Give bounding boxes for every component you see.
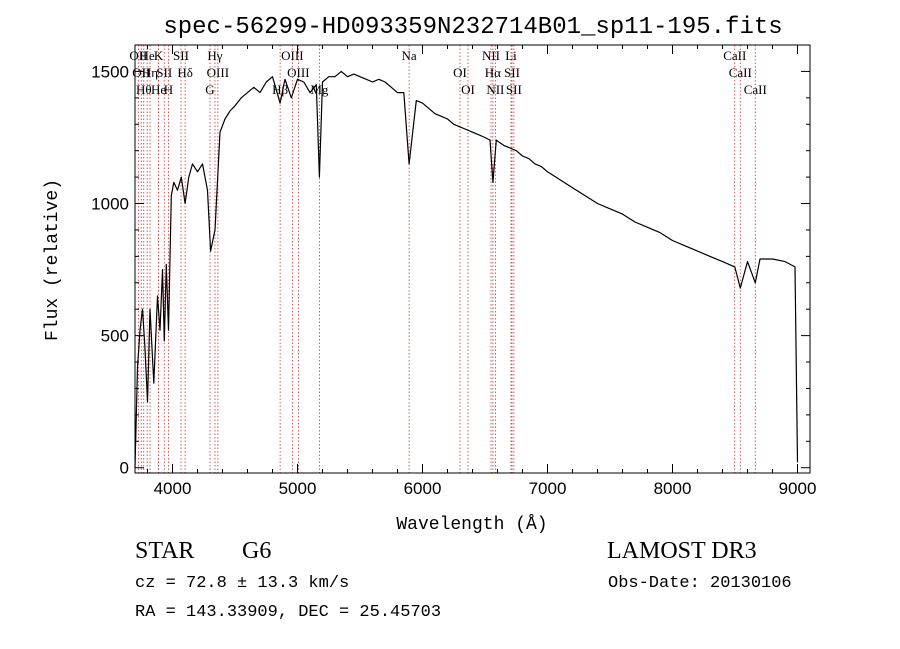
line-label: Li (505, 48, 517, 63)
obs-date: Obs-Date: 20130106 (608, 574, 792, 593)
x-axis-label: Wavelength (Å) (396, 514, 547, 535)
x-tick-label: 5000 (279, 479, 317, 498)
line-label: He (151, 82, 166, 97)
line-label: Hα (485, 65, 501, 80)
coordinates: RA = 143.33909, DEC = 25.45703 (135, 603, 442, 622)
spectrum-line (134, 70, 799, 468)
line-label: Hδ (177, 65, 193, 80)
line-label: OIII (287, 65, 309, 80)
line-label: CaII (729, 65, 752, 80)
line-label: CaII (723, 48, 746, 63)
line-label: OI (461, 82, 475, 97)
plot-frame (134, 44, 811, 474)
line-label: SII (506, 82, 522, 97)
line-label: K (154, 48, 164, 63)
redshift-readout: cz = 72.8 ± 13.3 km/s (135, 574, 350, 593)
x-tick-label: 6000 (404, 479, 442, 498)
y-tick-label: 500 (101, 327, 129, 346)
line-label: Na (402, 48, 417, 63)
subclass: G6 (242, 538, 272, 564)
y-tick-label: 1000 (91, 195, 129, 214)
x-tick-label: 4000 (154, 479, 192, 498)
line-label: SII (156, 65, 172, 80)
line-label: He (140, 48, 155, 63)
line-label: OIII (207, 65, 229, 80)
axis-ticks: 4000 5000 6000 7000 8000 9000 0 500 1000 1500 (91, 45, 816, 498)
series-layer (134, 70, 799, 468)
line-labels: OIIOIIHθHeHηHeKSIIHSIIHδGHγOIIIHβOIIIOII… (129, 48, 766, 97)
object-class: STAR (135, 538, 195, 564)
line-label: Hθ (136, 82, 152, 97)
line-label: OI (453, 65, 467, 80)
line-label: NII (482, 48, 500, 63)
x-tick-label: 9000 (779, 479, 817, 498)
x-tick-label: 7000 (529, 479, 567, 498)
line-label: G (205, 82, 214, 97)
x-tick-label: 8000 (654, 479, 692, 498)
line-label: Hγ (207, 48, 222, 63)
line-label: H (164, 82, 173, 97)
y-axis-label: Flux (relative) (43, 179, 63, 341)
line-label: Hη (142, 65, 158, 80)
line-label: OIII (281, 48, 303, 63)
line-label: OII (132, 65, 150, 80)
line-label: Hβ (272, 82, 288, 97)
chart-title: spec-56299-HD093359N232714B01_sp11-195.f… (163, 14, 782, 41)
line-label: SII (173, 48, 189, 63)
y-tick-label: 1500 (91, 62, 129, 81)
line-label: OII (129, 48, 147, 63)
y-tick-label: 0 (120, 459, 129, 478)
line-label: SII (504, 65, 520, 80)
line-markers (137, 45, 756, 473)
survey-label: LAMOST DR3 (607, 538, 757, 564)
line-label: CaII (744, 82, 767, 97)
line-label: NII (486, 82, 504, 97)
